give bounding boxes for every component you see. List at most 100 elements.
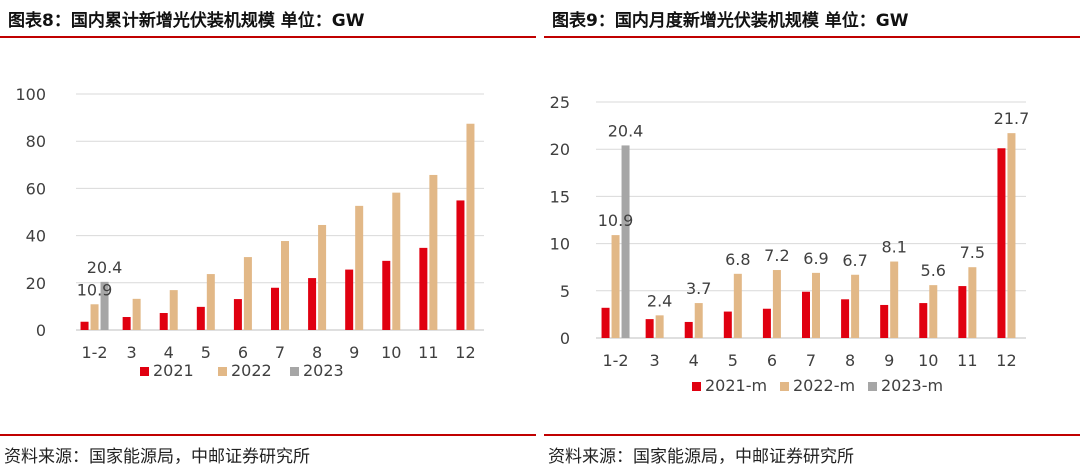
bar-2022 bbox=[132, 298, 141, 330]
y-tick-label: 20 bbox=[550, 140, 570, 159]
bar-2022 bbox=[169, 290, 178, 330]
bar-2022 bbox=[90, 304, 99, 330]
bar-2021 bbox=[456, 200, 465, 330]
bar-2021-m bbox=[841, 299, 850, 338]
x-tick-label: 3 bbox=[650, 351, 660, 370]
x-tick-label: 1-2 bbox=[602, 351, 628, 370]
bar-2022 bbox=[206, 274, 215, 330]
bar-2022-m bbox=[929, 285, 938, 338]
x-tick-label: 8 bbox=[845, 351, 855, 370]
data-label: 10.9 bbox=[77, 280, 113, 299]
monthly-chart-panel: 图表9：国内月度新增光伏装机规模 单位：GW 0 5 10 15 20 25 1-2 3 4 5 6… bbox=[544, 0, 1080, 472]
x-tick-label: 12 bbox=[455, 343, 475, 362]
x-tick-label: 6 bbox=[767, 351, 777, 370]
y-tick-label: 5 bbox=[560, 282, 570, 301]
bar-2022-m bbox=[694, 303, 703, 338]
bar-2022 bbox=[429, 174, 438, 330]
y-tick-label: 40 bbox=[26, 227, 46, 246]
legend-label: 2021 bbox=[153, 361, 194, 380]
bar-2021-m bbox=[601, 307, 610, 338]
bar-2021 bbox=[271, 287, 279, 330]
data-label: 2.4 bbox=[647, 291, 672, 310]
x-tick-label: 11 bbox=[418, 343, 438, 362]
data-label: 6.9 bbox=[803, 249, 828, 268]
bar-2023-m bbox=[621, 145, 630, 338]
data-label: 21.7 bbox=[994, 109, 1030, 128]
x-tick-label: 3 bbox=[127, 343, 137, 362]
bar-2021-m bbox=[997, 148, 1006, 338]
bar-2021-m bbox=[645, 319, 654, 338]
y-tick-label: 80 bbox=[26, 132, 46, 151]
bar-2021-m bbox=[684, 321, 693, 338]
x-tick-label: 5 bbox=[201, 343, 211, 362]
bar-2021-m bbox=[802, 291, 810, 338]
legend-swatch-2021 bbox=[140, 367, 149, 376]
data-label: 6.8 bbox=[725, 250, 750, 269]
data-label: 5.6 bbox=[921, 261, 946, 280]
source-note: 资料来源：国家能源局，中邮证券研究所 bbox=[4, 447, 310, 467]
x-tick-label: 7 bbox=[806, 351, 816, 370]
y-tick-label: 0 bbox=[36, 321, 46, 340]
bar-2022-m bbox=[611, 235, 620, 338]
bar-2021-m bbox=[880, 304, 889, 338]
x-tick-label: 1-2 bbox=[81, 343, 107, 362]
y-tick-label: 10 bbox=[550, 235, 570, 254]
x-tick-label: 11 bbox=[957, 351, 977, 370]
monthly-bar-chart: 0 5 10 15 20 25 1-2 3 4 5 6 7 8 9 10 11 12 10.9 2.4 3.7 6.8 7… bbox=[550, 93, 1030, 395]
y-tick-label: 60 bbox=[26, 179, 46, 198]
source-divider bbox=[544, 434, 1080, 436]
data-label: 20.4 bbox=[608, 121, 644, 140]
bar-2022-m bbox=[890, 261, 899, 338]
bar-2021-m bbox=[958, 286, 967, 338]
bar-2021 bbox=[345, 269, 354, 330]
x-tick-label: 12 bbox=[996, 351, 1016, 370]
bar-2022 bbox=[392, 192, 401, 330]
bar-2021-m bbox=[723, 311, 732, 338]
x-tick-label: 8 bbox=[312, 343, 322, 362]
y-tick-label: 25 bbox=[550, 93, 570, 112]
data-label: 8.1 bbox=[881, 238, 906, 257]
chart-title: 图表8：国内累计新增光伏装机规模 单位：GW bbox=[8, 11, 365, 31]
data-label: 7.2 bbox=[764, 246, 789, 265]
bar-2021 bbox=[122, 317, 131, 330]
title-divider bbox=[0, 36, 536, 38]
x-tick-label: 9 bbox=[884, 351, 894, 370]
source-note: 资料来源：国家能源局，中邮证券研究所 bbox=[548, 447, 854, 467]
bar-2022-m bbox=[851, 274, 860, 338]
y-tick-label: 0 bbox=[560, 329, 570, 348]
legend-swatch-2021-m bbox=[692, 382, 701, 391]
bar-2021-m bbox=[762, 308, 771, 338]
legend-swatch-2022 bbox=[218, 367, 227, 376]
x-tick-label: 6 bbox=[238, 343, 248, 362]
x-tick-label: 4 bbox=[689, 351, 699, 370]
data-label: 7.5 bbox=[960, 243, 985, 262]
legend-swatch-2023 bbox=[290, 367, 299, 376]
bar-2022-m bbox=[968, 267, 977, 338]
bar-2022-m bbox=[655, 315, 664, 338]
legend-label: 2023 bbox=[303, 361, 344, 380]
x-tick-label: 5 bbox=[728, 351, 738, 370]
bar-2022-m bbox=[1007, 133, 1016, 338]
chart-title: 图表9：国内月度新增光伏装机规模 单位：GW bbox=[552, 11, 909, 31]
legend-label: 2021-m bbox=[705, 376, 767, 395]
bar-2021-m bbox=[919, 303, 928, 338]
x-tick-label: 9 bbox=[349, 343, 359, 362]
bar-2021 bbox=[419, 247, 428, 330]
bar-2022 bbox=[281, 241, 289, 330]
bar-2021 bbox=[159, 313, 168, 330]
data-label: 3.7 bbox=[686, 279, 711, 298]
y-tick-label: 100 bbox=[15, 85, 46, 104]
bar-2021 bbox=[80, 321, 89, 330]
data-label: 6.7 bbox=[842, 251, 867, 270]
bar-2022-m bbox=[733, 273, 742, 338]
x-tick-label: 10 bbox=[381, 343, 401, 362]
bar-2023 bbox=[100, 281, 109, 330]
bar-2021 bbox=[308, 278, 317, 330]
bar-2022 bbox=[355, 205, 364, 330]
y-tick-label: 20 bbox=[26, 274, 46, 293]
bar-2022-m bbox=[772, 270, 781, 338]
bar-2022 bbox=[318, 224, 327, 330]
x-tick-label: 10 bbox=[918, 351, 938, 370]
cumulative-chart-panel: 图表8：国内累计新增光伏装机规模 单位：GW 0 20 40 60 80 100 1-2 3 4… bbox=[0, 0, 536, 472]
legend-label: 2022-m bbox=[793, 376, 855, 395]
